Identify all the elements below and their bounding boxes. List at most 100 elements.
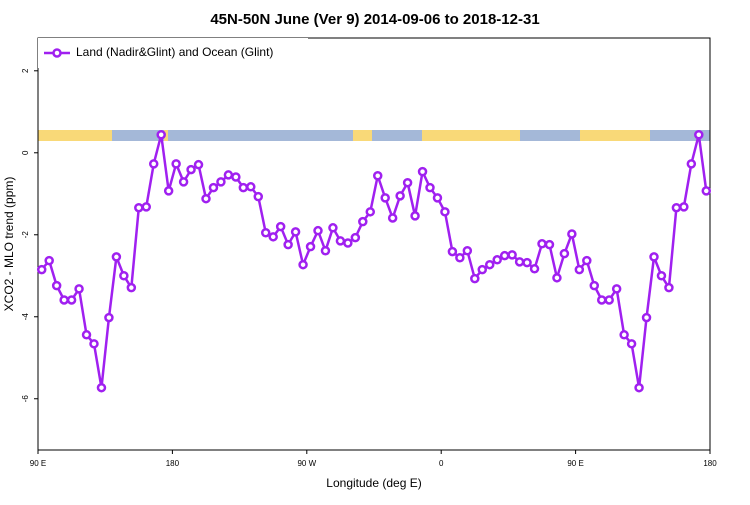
y-tick-label: -2 bbox=[21, 231, 30, 239]
data-point bbox=[410, 211, 420, 221]
x-tick-label: 90 W bbox=[297, 459, 316, 468]
data-point bbox=[634, 382, 644, 393]
data-point bbox=[119, 271, 129, 281]
data-point bbox=[596, 295, 607, 305]
data-point bbox=[455, 252, 465, 263]
data-point bbox=[283, 239, 293, 250]
data-point bbox=[260, 227, 271, 238]
data-point bbox=[216, 177, 226, 187]
x-tick-label: 0 bbox=[439, 459, 444, 468]
series-line bbox=[40, 134, 708, 388]
data-point bbox=[313, 225, 323, 236]
data-point bbox=[335, 236, 346, 246]
data-point bbox=[44, 255, 54, 266]
data-point bbox=[395, 191, 405, 201]
data-point bbox=[74, 284, 84, 294]
data-point bbox=[522, 257, 532, 268]
data-point bbox=[417, 166, 428, 177]
data-point bbox=[649, 252, 659, 262]
data-point bbox=[537, 239, 547, 249]
data-point bbox=[156, 129, 166, 140]
data-point bbox=[36, 264, 47, 275]
data-point bbox=[253, 191, 264, 202]
data-point bbox=[96, 382, 107, 393]
data-point bbox=[134, 202, 144, 213]
data-point bbox=[238, 182, 249, 193]
data-point bbox=[492, 255, 502, 265]
data-point bbox=[656, 271, 667, 281]
data-point bbox=[619, 330, 629, 340]
data-point bbox=[141, 202, 152, 212]
data-point bbox=[231, 172, 241, 182]
data-point bbox=[148, 159, 159, 169]
data-point bbox=[268, 232, 278, 242]
data-point bbox=[694, 129, 704, 140]
data-point bbox=[574, 264, 585, 275]
data-point bbox=[193, 159, 204, 170]
data-point bbox=[611, 284, 622, 294]
data-point bbox=[544, 239, 555, 250]
data-point bbox=[664, 282, 674, 293]
data-point bbox=[275, 221, 286, 232]
data-point bbox=[89, 339, 99, 349]
data-point bbox=[320, 246, 331, 256]
data-point bbox=[298, 259, 308, 270]
data-point bbox=[447, 246, 458, 257]
data-point bbox=[186, 164, 196, 175]
data-point bbox=[440, 207, 450, 217]
data-point bbox=[552, 273, 562, 283]
legend-label: Land (Nadir&Glint) and Ocean (Glint) bbox=[76, 45, 273, 59]
data-point bbox=[402, 177, 413, 188]
data-point bbox=[223, 170, 234, 180]
data-point bbox=[111, 252, 122, 262]
data-point bbox=[470, 273, 480, 284]
data-point bbox=[641, 312, 652, 323]
data-point bbox=[380, 193, 390, 203]
data-point bbox=[305, 241, 316, 252]
data-point bbox=[686, 159, 697, 169]
data-point bbox=[201, 193, 211, 204]
y-axis-label: XCO2 - MLO trend (ppm) bbox=[2, 177, 16, 312]
data-point bbox=[462, 246, 473, 256]
data-point bbox=[432, 193, 443, 203]
data-point bbox=[582, 255, 592, 266]
data-point bbox=[208, 182, 219, 193]
data-point bbox=[358, 216, 368, 227]
data-point bbox=[425, 182, 435, 193]
data-point bbox=[507, 250, 517, 260]
x-tick-label: 180 bbox=[166, 459, 180, 468]
data-point bbox=[626, 339, 637, 349]
data-point bbox=[372, 170, 383, 181]
data-point bbox=[66, 295, 77, 305]
data-point bbox=[178, 177, 189, 187]
data-point bbox=[701, 186, 712, 196]
x-tick-label: 180 bbox=[703, 459, 717, 468]
data-point bbox=[126, 282, 137, 293]
y-tick-label: -6 bbox=[21, 395, 30, 403]
data-point bbox=[246, 182, 256, 192]
data-point bbox=[559, 248, 570, 259]
data-point bbox=[589, 280, 600, 291]
y-tick-label: 0 bbox=[21, 150, 30, 155]
data-point bbox=[343, 238, 353, 248]
x-tick-label: 90 E bbox=[567, 459, 583, 468]
plot-frame bbox=[37, 37, 711, 451]
data-point bbox=[679, 202, 689, 212]
data-point bbox=[514, 257, 525, 267]
data-point bbox=[350, 232, 361, 243]
chart-title: 45N-50N June (Ver 9) 2014-09-06 to 2018-… bbox=[210, 11, 539, 28]
data-point bbox=[387, 213, 398, 223]
legend-marker bbox=[52, 48, 62, 58]
legend bbox=[38, 38, 308, 68]
data-point bbox=[604, 295, 614, 305]
data-point bbox=[290, 227, 301, 237]
data-point bbox=[104, 312, 114, 323]
data-point bbox=[499, 250, 510, 261]
data-point bbox=[365, 207, 376, 217]
data-point bbox=[328, 223, 338, 233]
data-point bbox=[171, 159, 181, 169]
y-tick-label: 2 bbox=[21, 68, 30, 73]
data-point bbox=[529, 264, 540, 274]
map-strip bbox=[38, 130, 710, 141]
